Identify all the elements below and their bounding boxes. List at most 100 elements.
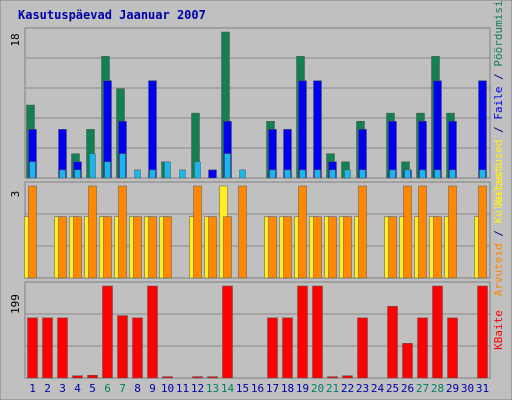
bar-arvuteid-day-22 (343, 216, 352, 279)
bar-klastused-day-19 (299, 169, 306, 179)
bar-klastused-day-11 (179, 169, 186, 179)
x-tick-label-16: 16 (251, 382, 264, 395)
bar-kbaite-day-20 (312, 285, 323, 379)
bar-kbaite-day-19 (297, 285, 308, 379)
bar-kbaite-day-12 (192, 376, 203, 379)
bar-klastused-day-9 (149, 169, 156, 179)
bar-klastused-day-3 (59, 169, 66, 179)
x-tick-label-11: 11 (176, 382, 189, 395)
legend-separator: / (492, 120, 505, 140)
bar-arvuteid-day-13 (208, 216, 217, 279)
bar-arvuteid-day-27 (418, 185, 427, 279)
bar-klastused-day-14 (224, 153, 231, 179)
bar-faile-day-25 (388, 120, 397, 179)
bar-arvuteid-day-28 (433, 216, 442, 279)
x-tick-label-30: 30 (461, 382, 474, 395)
bar-arvuteid-day-18 (283, 216, 292, 279)
bar-faile-day-20 (313, 80, 322, 179)
bar-kbaite-day-25 (387, 306, 398, 379)
panel-3: 199 KBaite (9, 281, 505, 379)
x-tick-label-21: 21 (326, 382, 339, 395)
y-max-label: 199 (9, 294, 22, 314)
x-tick-label-24: 24 (371, 382, 385, 395)
x-tick-label-25: 25 (386, 382, 399, 395)
bar-klastused-day-21 (329, 169, 336, 179)
legend-entry-faile: Faile (492, 86, 505, 119)
bar-faile-day-19 (298, 80, 307, 179)
x-tick-label-19: 19 (296, 382, 309, 395)
bar-arvuteid-day-6 (103, 216, 112, 279)
y-max-label: 18 (9, 33, 22, 46)
bar-kbaite-day-9 (147, 285, 158, 379)
x-tick-label-20: 20 (311, 382, 324, 395)
bar-klastused-day-6 (104, 161, 111, 179)
bar-klastused-day-10 (164, 161, 171, 179)
bar-faile-day-27 (418, 120, 427, 179)
bar-arvuteid-day-20 (313, 216, 322, 279)
legend-separator: / (492, 67, 505, 87)
bar-arvuteid-day-29 (448, 185, 457, 279)
x-tick-label-8: 8 (134, 382, 141, 395)
chart-title: Kasutuspäevad Jaanuar 2007 (18, 8, 206, 22)
bar-arvuteid-day-14 (223, 216, 232, 279)
bar-kbaite-day-31 (477, 285, 488, 379)
bar-arvuteid-day-17 (268, 216, 277, 279)
x-tick-label-26: 26 (401, 382, 414, 395)
bar-kbaite-day-1 (27, 317, 38, 379)
bar-kbaite-day-10 (162, 376, 173, 379)
legend-entry-arvuteid: Arvuteid (492, 243, 505, 296)
x-tick-label-7: 7 (119, 382, 126, 395)
bar-kbaite-day-4 (72, 375, 83, 379)
bar-klastused-day-20 (314, 169, 321, 179)
bar-faile-day-31 (478, 80, 487, 179)
x-tick-label-31: 31 (476, 382, 489, 395)
bar-klastused-day-8 (134, 169, 141, 179)
x-tick-label-18: 18 (281, 382, 294, 395)
bar-arvuteid-day-3 (58, 216, 67, 279)
x-tick-label-2: 2 (44, 382, 51, 395)
x-tick-label-14: 14 (221, 382, 235, 395)
bar-klastused-day-31 (479, 169, 486, 179)
bar-kbaite-day-18 (282, 317, 293, 379)
bar-arvuteid-day-1 (28, 185, 37, 279)
bar-arvuteid-day-10 (163, 216, 172, 279)
bar-kbaite-day-28 (432, 285, 443, 379)
y-max-label: 3 (9, 191, 22, 198)
x-tick-label-22: 22 (341, 382, 354, 395)
x-tick-label-23: 23 (356, 382, 369, 395)
bar-klastused-day-7 (119, 153, 126, 179)
x-tick-label-17: 17 (266, 382, 279, 395)
bar-arvuteid-day-26 (403, 185, 412, 279)
bar-klastused-day-15 (239, 169, 246, 179)
bar-kbaite-day-23 (357, 317, 368, 379)
bar-faile-day-29 (448, 120, 457, 179)
bar-kbaite-day-27 (417, 317, 428, 379)
bar-klastused-day-26 (404, 169, 411, 179)
x-tick-label-4: 4 (74, 382, 81, 395)
bar-klastused-day-28 (434, 169, 441, 179)
bar-arvuteid-day-25 (388, 216, 397, 279)
bar-arvuteid-day-5 (88, 185, 97, 279)
x-tick-label-6: 6 (104, 382, 111, 395)
bar-klastused-day-25 (389, 169, 396, 179)
bar-arvuteid-day-9 (148, 216, 157, 279)
legend: Külastused / Faile / Pöördumisi (492, 0, 505, 205)
bar-klastused-day-18 (284, 169, 291, 179)
bar-arvuteid-day-21 (328, 216, 337, 279)
bar-arvuteid-day-8 (133, 216, 142, 279)
bar-kbaite-day-7 (117, 315, 128, 379)
x-tick-label-15: 15 (236, 382, 249, 395)
legend-entry-prdumisi: Pöördumisi (492, 0, 505, 66)
bar-kbaite-day-8 (132, 317, 143, 379)
bar-faile-day-13 (208, 169, 217, 179)
bar-klastused-day-27 (419, 169, 426, 179)
bar-kbaite-day-21 (327, 376, 338, 379)
bar-arvuteid-day-4 (73, 216, 82, 279)
bar-klastused-day-22 (344, 169, 351, 179)
bar-faile-day-28 (433, 80, 442, 179)
legend-entry-klastusi: Külastusi (492, 164, 505, 224)
bar-arvuteid-day-15 (238, 185, 247, 279)
bar-kbaite-day-13 (207, 376, 218, 379)
legend-entry-kbaite: KBaite (492, 310, 505, 350)
